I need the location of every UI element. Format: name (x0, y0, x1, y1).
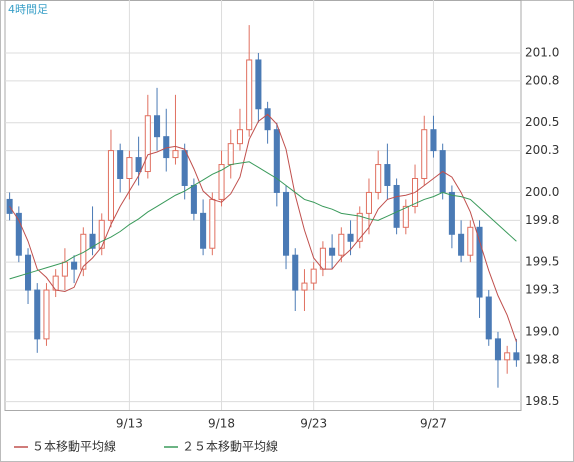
candle-body (200, 212, 207, 249)
candle-body (255, 59, 262, 110)
y-tick-label: 200.5 (525, 115, 559, 129)
candle-body (329, 247, 336, 256)
x-tick-label: 9/27 (420, 417, 447, 431)
candle-body (458, 233, 465, 256)
candle-body (264, 108, 271, 131)
y-tick-label: 198.5 (525, 394, 559, 408)
candle-body (476, 226, 483, 298)
candle-body (384, 164, 391, 186)
moving-average-line (9, 113, 517, 342)
y-tick-label: 199.3 (525, 283, 559, 297)
candle-body (172, 150, 179, 159)
candle-body (467, 226, 474, 256)
candle-body (135, 157, 142, 173)
moving-average-line (9, 161, 517, 280)
candle-body (310, 268, 317, 284)
candle-body (43, 289, 50, 340)
y-tick-label: 199.8 (525, 213, 559, 227)
candle-body (190, 184, 197, 214)
candle-body (319, 247, 326, 270)
candle-body (89, 233, 96, 249)
candle-body (504, 352, 511, 361)
candle-body (246, 59, 253, 131)
x-tick-label: 9/18 (208, 417, 235, 431)
candle-body (181, 150, 188, 186)
candle-body (421, 129, 428, 180)
candle-body (236, 129, 243, 145)
candle-body (144, 115, 151, 173)
candle-body (338, 233, 345, 256)
candle-body (485, 296, 492, 340)
y-tick-label: 201.0 (525, 45, 559, 59)
x-tick-label: 9/13 (116, 417, 143, 431)
y-tick-label: 200.0 (525, 185, 559, 199)
candle-body (34, 289, 41, 340)
y-tick-label: 199.5 (525, 255, 559, 269)
candle-body (6, 198, 13, 214)
plot-area (4, 0, 522, 411)
candle-body (365, 191, 372, 214)
candle-body (393, 184, 400, 228)
candle-body (154, 115, 161, 138)
candle-body (71, 261, 78, 270)
candle-body (218, 164, 225, 200)
legend-label: ２５本移動平均線 (182, 439, 278, 454)
candle-body (292, 254, 299, 291)
legend-label: ５本移動平均線 (32, 439, 116, 454)
candle-body (209, 198, 216, 249)
candle-body (61, 261, 68, 277)
candle-body (15, 212, 22, 256)
candle-body (98, 219, 105, 249)
candle-body (402, 205, 409, 228)
candle-body (356, 212, 363, 242)
candle-body (494, 338, 501, 361)
y-tick-label: 200.8 (525, 73, 559, 87)
y-tick-label: 199.0 (525, 324, 559, 338)
candle-body (513, 352, 520, 361)
candle-body (117, 150, 124, 180)
candle-body (227, 143, 234, 166)
candle-body (347, 233, 354, 242)
candle-body (283, 191, 290, 256)
candle-body (273, 129, 280, 193)
candle-body (301, 282, 308, 291)
candle-body (375, 164, 382, 193)
candle-body (80, 233, 87, 270)
candle-body (430, 129, 437, 152)
y-tick-label: 198.8 (525, 352, 559, 366)
candle-body (107, 150, 114, 221)
x-tick-label: 9/23 (300, 417, 327, 431)
candle-body (448, 191, 455, 235)
chart-title: 4時間足 (8, 3, 48, 16)
y-tick-label: 200.3 (525, 143, 559, 157)
candle-body (126, 157, 133, 180)
